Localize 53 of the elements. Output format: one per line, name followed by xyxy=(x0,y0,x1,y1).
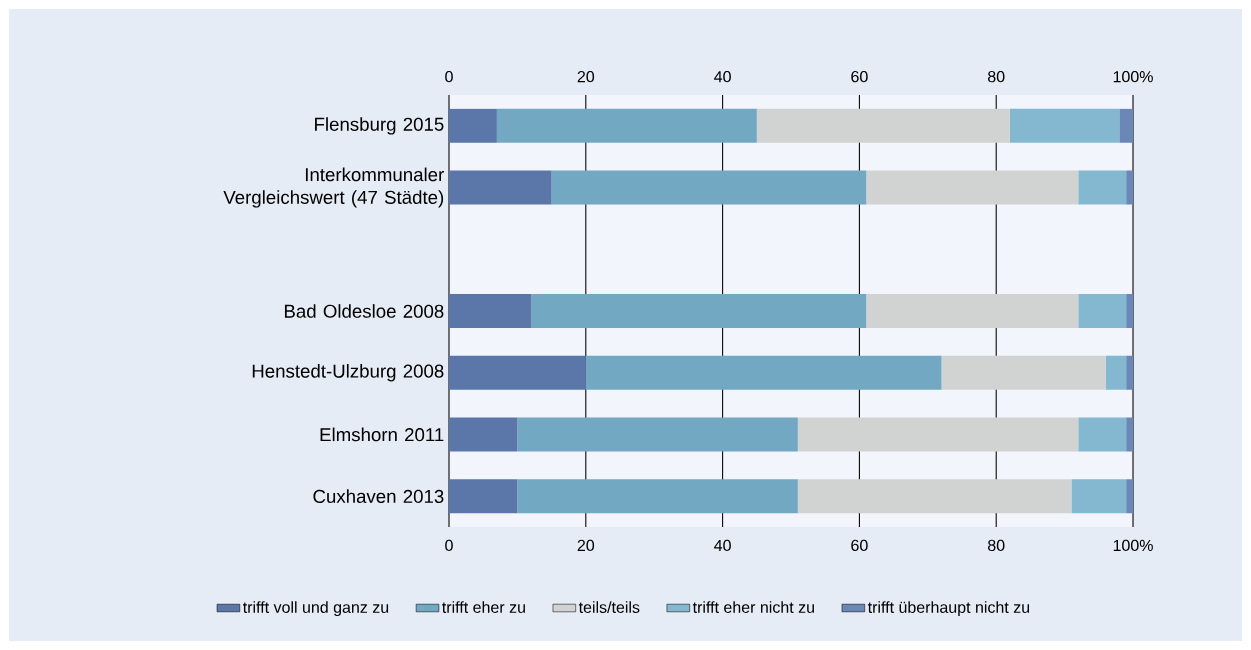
bar xyxy=(551,170,867,205)
x-tick-label: 80 xyxy=(988,539,1005,552)
bar xyxy=(1071,479,1127,514)
bar xyxy=(1126,355,1134,390)
x-tick-label: 60 xyxy=(851,539,868,552)
bar xyxy=(585,355,942,390)
bar xyxy=(1009,108,1120,143)
y-tick-label: Bad Oldesloe 2008 xyxy=(284,304,444,318)
bar xyxy=(531,294,867,329)
x2-tick-label: 80 xyxy=(988,70,1005,83)
bar xyxy=(1119,108,1134,143)
bar xyxy=(1078,294,1127,329)
bar xyxy=(449,479,518,514)
bar xyxy=(449,294,532,329)
x-tick-label: 100% xyxy=(1113,539,1153,552)
bar xyxy=(797,479,1072,514)
y-tick-label: Henstedt-Ulzburg 2008 xyxy=(252,364,444,382)
x2-tick-label: 60 xyxy=(851,70,868,83)
x2-tick-label: 20 xyxy=(577,70,595,83)
legend-label: trifft eher nicht zu xyxy=(692,601,814,613)
x2-tick-label: 0 xyxy=(445,70,453,83)
bar xyxy=(449,108,497,143)
x2-tick-label: 100% xyxy=(1113,70,1153,83)
bar xyxy=(496,108,757,143)
x-tick-label: 20 xyxy=(577,539,595,552)
bar xyxy=(517,417,798,452)
bar xyxy=(449,355,586,390)
bar xyxy=(449,417,518,452)
bar xyxy=(941,355,1106,390)
legend-label: teils/teils xyxy=(578,601,640,613)
x2-tick-label: 40 xyxy=(714,70,731,83)
bar xyxy=(756,108,1010,143)
x-tick-label: 0 xyxy=(445,539,453,552)
bar xyxy=(866,170,1079,205)
bar xyxy=(449,170,552,205)
bar xyxy=(1126,479,1134,514)
x-tick-label: 40 xyxy=(714,539,731,552)
bar xyxy=(517,479,798,514)
legend-label: trifft eher zu xyxy=(442,601,525,613)
y-tick-label: Cuxhaven 2013 xyxy=(313,489,444,504)
legend-label: trifft voll und ganz zu xyxy=(242,601,389,617)
bar xyxy=(866,294,1079,329)
bar xyxy=(1105,355,1127,390)
bar xyxy=(1078,417,1127,452)
y-tick-label: Elmshorn 2011 xyxy=(320,427,444,442)
bar xyxy=(1126,417,1134,452)
bar xyxy=(1126,170,1134,205)
bar xyxy=(1078,170,1127,205)
y-tick-label: Flensburg 2015 xyxy=(315,117,444,135)
legend-label: trifft überhaupt nicht zu xyxy=(867,601,1030,617)
bar xyxy=(797,417,1079,452)
bar xyxy=(1126,294,1134,329)
y-tick-label: Interkommunaler Vergleichswert (47 Städte) xyxy=(223,167,444,208)
